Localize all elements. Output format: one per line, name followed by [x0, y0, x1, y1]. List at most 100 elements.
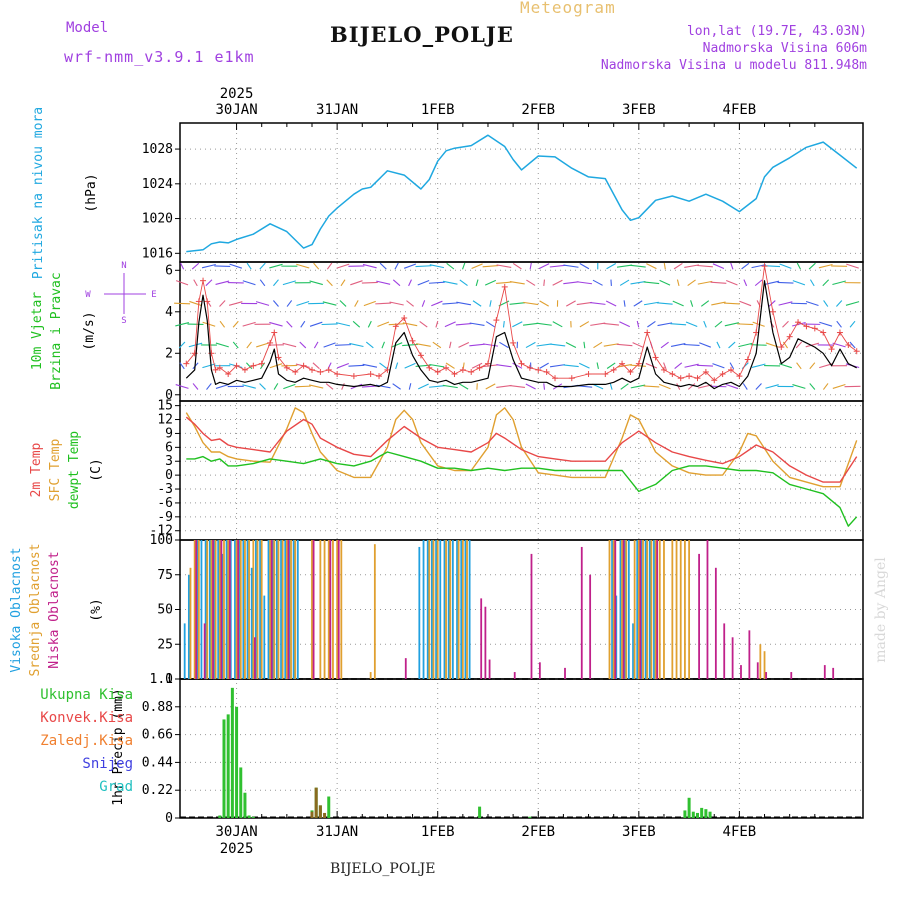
wind-arrow — [743, 279, 748, 287]
cloud-bar — [280, 540, 282, 679]
wind-arrow — [458, 383, 469, 390]
wind-arrow — [723, 302, 740, 305]
wind-arrow — [832, 280, 846, 286]
y-tick-label: 6 — [165, 440, 173, 455]
cloud-bar — [457, 540, 460, 679]
wind-arrow — [792, 384, 806, 389]
y-tick-label: 25 — [157, 637, 173, 652]
wind-arrow — [684, 363, 699, 368]
y-tick-label: 1024 — [142, 177, 173, 192]
wind-arrow — [408, 383, 412, 390]
y-tick-label: 0 — [165, 811, 173, 826]
wind-arrow — [565, 300, 576, 307]
wind-arrow — [392, 383, 401, 390]
wind-arrow — [605, 300, 617, 307]
cloud-bar — [639, 540, 642, 679]
wind-arrow — [778, 301, 793, 306]
cloud-bar — [252, 540, 255, 679]
wind-arrow — [469, 343, 485, 347]
wind-arrow — [529, 262, 532, 270]
wind-arrow — [741, 262, 750, 270]
wind-arrow — [189, 300, 202, 307]
wind-arrow — [272, 300, 279, 307]
wind-arrow — [282, 342, 297, 348]
y-tick-label: 0.44 — [142, 755, 173, 770]
cloud-bar — [456, 540, 458, 679]
y-tick-label: -3 — [157, 482, 173, 497]
model-elevation-label: Nadmorska Visina u modelu 811.948m — [600, 58, 867, 73]
cloud-bar — [580, 546, 583, 679]
wind-arrow — [509, 281, 525, 285]
wind-arrow — [643, 385, 660, 388]
wind-arrow — [565, 341, 577, 348]
y-tick-label: 9 — [165, 426, 173, 441]
wind-arrow — [779, 263, 792, 269]
cloud-bar — [196, 540, 199, 679]
cloud-bar — [337, 540, 340, 679]
precip-bar — [226, 714, 230, 818]
wind-arrow — [576, 301, 592, 306]
wind-arrow — [269, 321, 283, 327]
wind-arrow — [429, 385, 445, 388]
wind-arrow — [375, 384, 391, 389]
cloud-bar — [564, 667, 566, 679]
wind-arrow — [755, 383, 762, 390]
cloud-bar — [208, 540, 211, 679]
cloud-bar — [748, 630, 751, 679]
wind-arrow — [174, 302, 191, 305]
cloud-bar — [615, 595, 618, 679]
wind-arrow — [509, 302, 526, 305]
compass-s-label: S — [121, 316, 126, 326]
cloud-bar — [460, 540, 463, 679]
cloud-bar — [445, 540, 447, 679]
wind-arrow — [379, 262, 387, 270]
wind-arrow — [596, 362, 599, 370]
wind-arrow — [469, 322, 485, 327]
wind-arrow — [849, 320, 856, 328]
pressure-title: Pritisak na nivou mora — [31, 107, 46, 279]
precip-bar — [251, 816, 255, 818]
wind-arrow — [435, 320, 439, 328]
wind-arrow — [795, 341, 803, 349]
cloud-bar — [195, 540, 198, 679]
cloud-bar — [373, 544, 376, 679]
wind-arrow — [484, 279, 497, 286]
wind-arrow — [191, 262, 200, 270]
cloud-bar — [242, 540, 245, 679]
cloud-bar — [244, 540, 246, 679]
wind-arrow — [712, 363, 725, 369]
cloud-bar — [336, 540, 339, 679]
compass-e-label: E — [151, 290, 156, 300]
top-day-label: 31JAN — [316, 102, 358, 118]
cloud-bar — [273, 540, 276, 679]
wind-arrow — [526, 279, 536, 286]
wind-arrow — [444, 321, 456, 328]
wind-arrow — [219, 320, 226, 328]
wind-arrow — [201, 263, 216, 269]
wind-arrow — [552, 279, 563, 286]
cloud-bar — [740, 665, 742, 679]
cloud-bar — [197, 540, 200, 679]
wind-arrow — [455, 322, 472, 326]
wind-arrow — [256, 342, 270, 348]
wind-arrow — [442, 280, 458, 285]
wind-arrow — [299, 341, 307, 349]
cloud-bar — [277, 540, 280, 679]
wind-arrow — [684, 264, 700, 268]
wind-arrow — [273, 279, 279, 287]
bottom-day-label: 30JAN — [215, 824, 257, 840]
cloud-bar — [246, 540, 249, 679]
wind-arrow — [619, 321, 630, 328]
footer-station: BIJELO_POLJE — [330, 861, 436, 877]
wind-arrow — [660, 341, 669, 349]
cloud-bar — [640, 540, 643, 679]
wind-arrow — [296, 300, 310, 306]
wind-arrow — [214, 265, 231, 267]
cloud-bar — [637, 540, 640, 679]
y-tick-label: 1020 — [142, 212, 173, 227]
cloud-bar — [229, 540, 232, 679]
wind-arrow — [403, 263, 417, 269]
cloud-bar — [235, 540, 238, 679]
y-tick-label: 0.88 — [142, 700, 173, 715]
cloud-bar — [312, 540, 315, 679]
